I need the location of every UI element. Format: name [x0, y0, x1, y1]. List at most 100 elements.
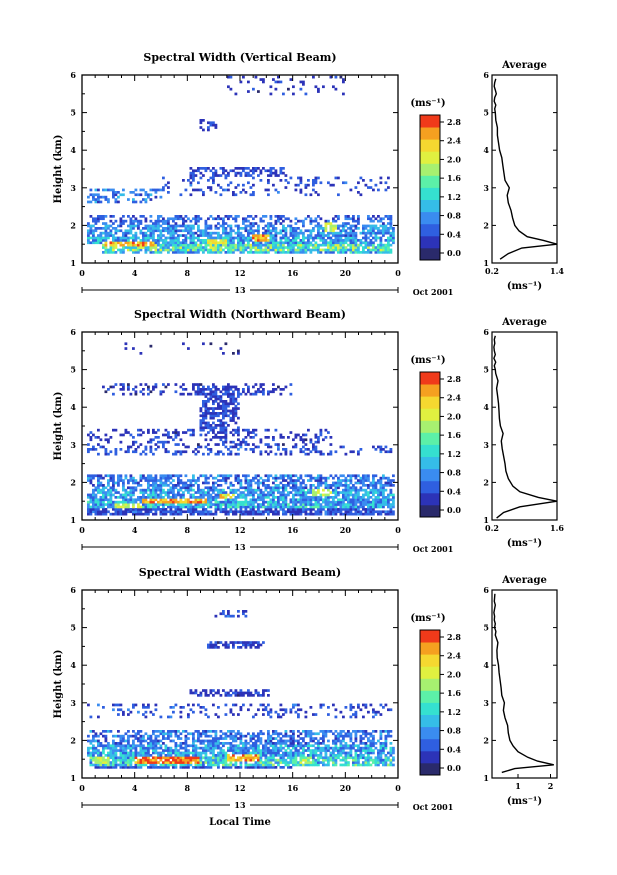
heatmap-cell [252, 222, 255, 225]
heatmap-cell [349, 505, 353, 509]
heatmap-cell [114, 751, 118, 755]
heatmap-cell [237, 395, 240, 398]
heatmap-cell [237, 231, 240, 235]
colorbar-segment [420, 396, 440, 409]
heatmap-cell [239, 484, 243, 487]
heatmap-cell [224, 498, 228, 502]
heatmap-cell [112, 385, 115, 389]
heatmap-cell [242, 474, 245, 478]
heatmap-cell [282, 486, 285, 490]
heatmap-cell [132, 746, 135, 750]
heatmap-cell [172, 438, 175, 442]
heatmap-cell [99, 766, 103, 769]
heatmap-cell [242, 746, 245, 750]
heatmap-cell [224, 400, 228, 403]
heatmap-cell [232, 433, 235, 437]
heatmap-cell [379, 448, 383, 451]
heatmap-cell [157, 766, 160, 769]
heatmap-cell [222, 227, 225, 230]
heatmap-cell [149, 766, 153, 769]
heatmap-cell [382, 758, 385, 762]
heatmap-cell [97, 512, 100, 516]
heatmap-cell [97, 198, 100, 201]
heatmap-cell [354, 227, 358, 230]
heatmap-cell [347, 505, 350, 509]
heatmap-cell [107, 484, 110, 487]
heatmap-cell [254, 500, 258, 504]
heatmap-cell [197, 498, 200, 502]
heatmap-cell [122, 193, 125, 197]
heatmap-cell [317, 438, 320, 442]
heatmap-cell [209, 243, 213, 247]
heatmap-cell [294, 498, 298, 502]
heatmap-cell [124, 234, 128, 237]
heatmap-cell [387, 236, 390, 240]
heatmap-cell [124, 746, 128, 750]
heatmap-cell [152, 188, 155, 192]
heatmap-cell [322, 749, 325, 752]
heatmap-cell [274, 188, 278, 192]
heatmap-cell [247, 234, 250, 237]
heatmap-cell [319, 227, 323, 230]
heatmap-cell [179, 751, 183, 755]
heatmap-cell [207, 488, 210, 492]
heatmap-cell [87, 479, 90, 482]
heatmap-cell [374, 756, 378, 760]
heatmap-cell [289, 246, 293, 249]
heatmap-cell [182, 758, 185, 762]
heatmap-cell [167, 241, 170, 245]
heatmap-cell [179, 241, 183, 245]
heatmap-cell [219, 491, 223, 494]
heatmap-cell [319, 452, 323, 456]
heatmap-cell [197, 246, 200, 249]
heatmap-cell [187, 766, 190, 769]
heatmap-cell [329, 510, 333, 514]
heatmap-cell [299, 481, 303, 485]
heatmap-cell [302, 756, 305, 760]
heatmap-cell [282, 443, 285, 446]
heatmap-cell [219, 761, 223, 764]
heatmap-cell [219, 438, 223, 442]
heatmap-cell [264, 763, 268, 767]
heatmap-cell [169, 763, 173, 767]
heatmap-cell [144, 383, 148, 386]
heatmap-cell [127, 751, 130, 755]
avg-y-tick-label: 2 [483, 220, 489, 230]
heatmap-cell [187, 479, 190, 482]
heatmap-cell [119, 496, 123, 499]
heatmap-cell [94, 188, 98, 192]
heatmap-cell [232, 236, 235, 240]
y-tick-label: 6 [70, 70, 76, 80]
heatmap-cell [354, 493, 358, 497]
heatmap-cell [249, 508, 253, 511]
heatmap-cell [172, 229, 175, 233]
heatmap-cell [309, 749, 313, 752]
heatmap-cell [234, 385, 238, 389]
heatmap-cell [299, 188, 303, 192]
heatmap-cell [102, 239, 105, 242]
heatmap-cell [342, 503, 345, 506]
heatmap-cell [199, 246, 203, 249]
heatmap-cell [387, 243, 390, 247]
heatmap-cell [282, 508, 285, 511]
heatmap-cell [217, 227, 220, 230]
heatmap-cell [189, 428, 193, 432]
heatmap-cell [207, 126, 210, 129]
heatmap-cell [122, 219, 125, 223]
heatmap-cell [112, 484, 115, 487]
heatmap-cell [169, 500, 173, 504]
heatmap-cell [142, 512, 145, 516]
heatmap-cell [87, 754, 90, 757]
heatmap-cell [347, 488, 350, 492]
heatmap-cell [374, 491, 378, 494]
heatmap-cell [119, 761, 123, 764]
heatmap-cell [249, 479, 253, 482]
heatmap-cell [374, 486, 378, 490]
heatmap-cell [179, 758, 183, 762]
heatmap-cell [359, 751, 363, 755]
heatmap-cell [114, 746, 118, 750]
heatmap-cell [369, 481, 373, 485]
heatmap-cell [227, 75, 230, 79]
heatmap-cell [234, 751, 238, 755]
heatmap-cell [92, 195, 95, 199]
